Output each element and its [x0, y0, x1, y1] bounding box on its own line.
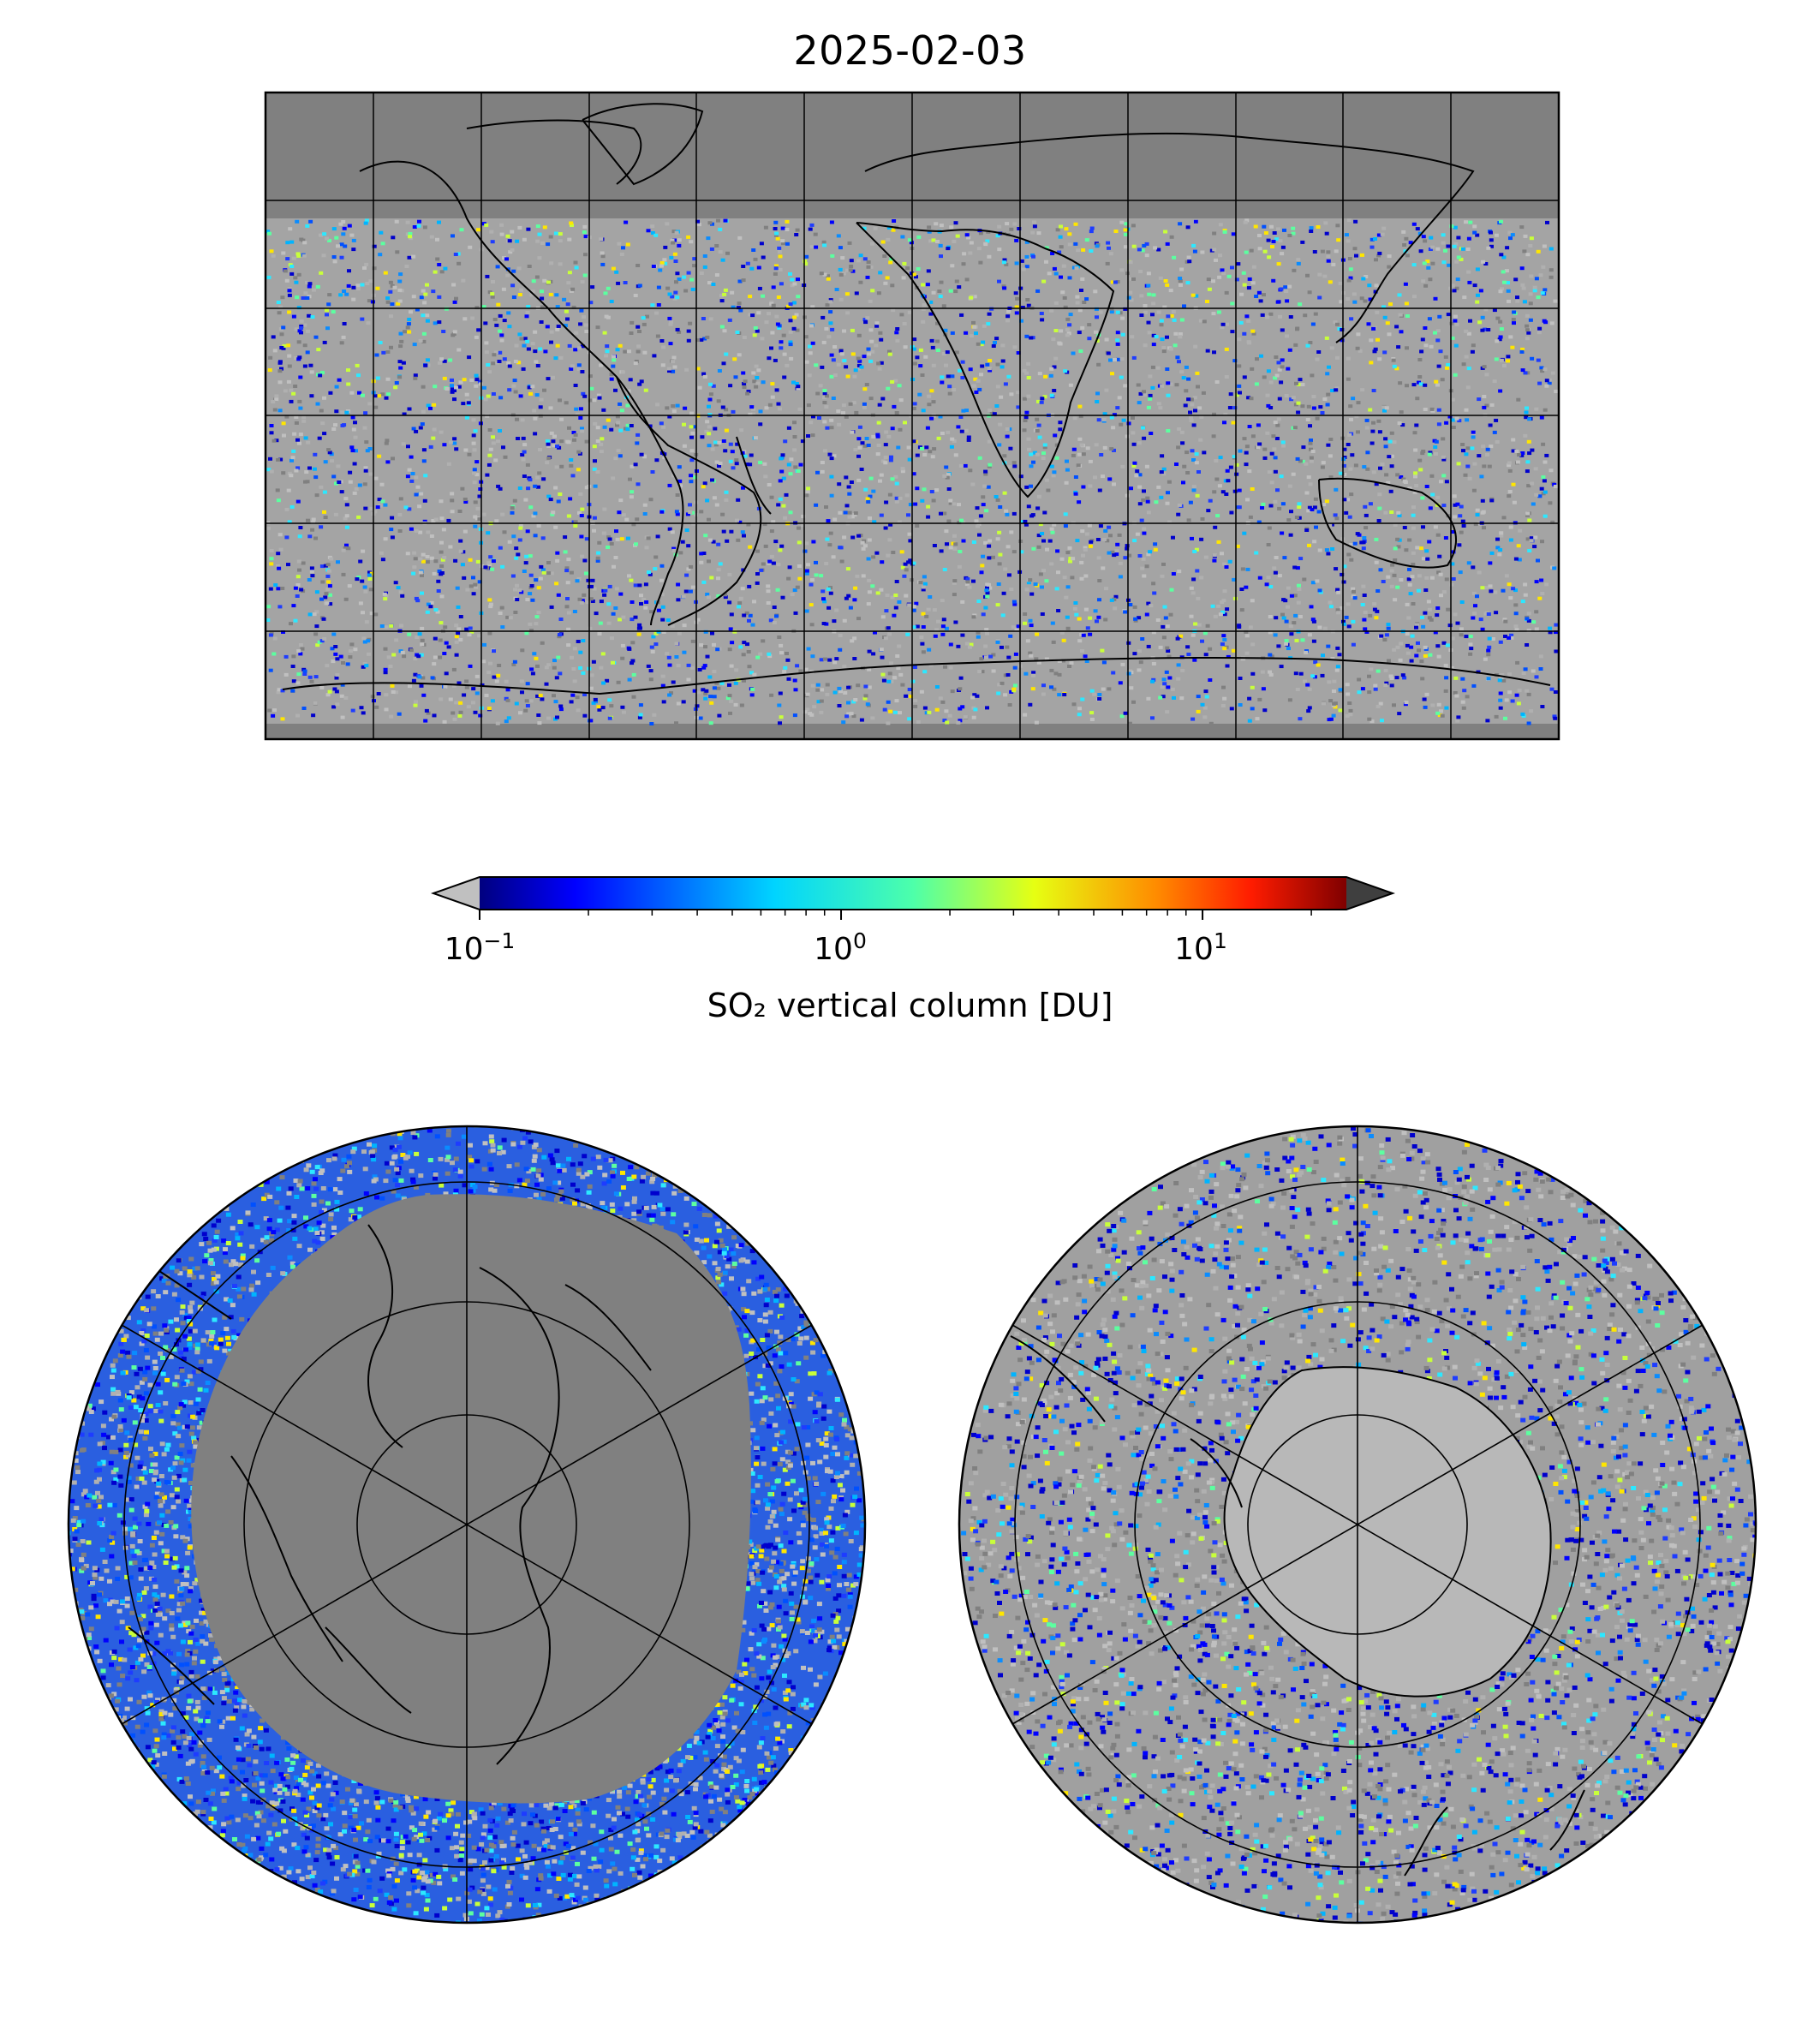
global-map — [266, 92, 1559, 739]
colorbar-under-extension — [433, 877, 480, 910]
colorbar-over-extension — [1346, 877, 1393, 910]
colorbar-tick-label-1: 100 — [814, 932, 867, 967]
colorbar-tick-label-0: 10−1 — [445, 932, 516, 967]
colorbar-ticks — [480, 910, 1311, 920]
colorbar — [433, 877, 1393, 920]
colorbar-label: SO₂ vertical column [DU] — [0, 987, 1820, 1024]
colorbar-tick-label-2: 101 — [1174, 932, 1227, 967]
colorbar-gradient — [480, 877, 1346, 910]
